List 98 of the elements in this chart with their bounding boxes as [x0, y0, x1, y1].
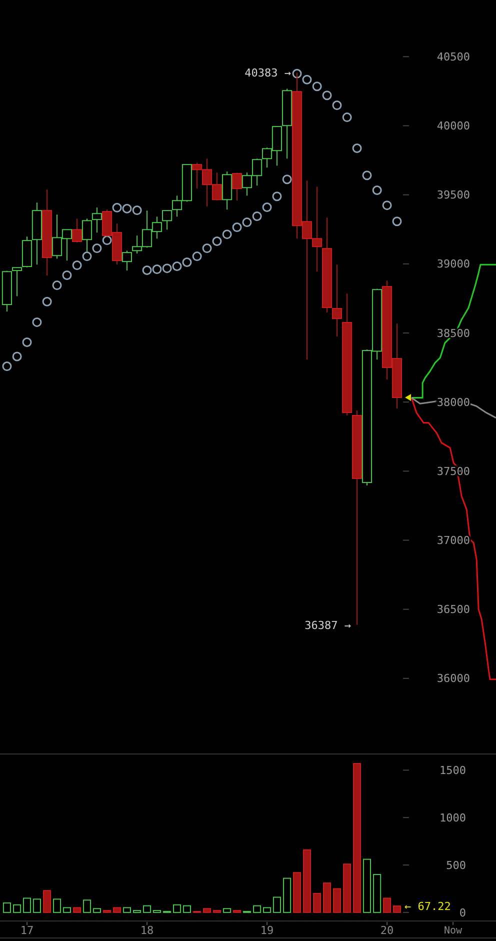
point [262, 202, 272, 212]
candlestick [332, 264, 342, 338]
x-tick-label: 20 [380, 924, 394, 937]
bar [52, 898, 62, 913]
bar [292, 872, 302, 913]
x-tick-label: 19 [260, 924, 274, 937]
point [352, 144, 362, 153]
point [22, 337, 32, 347]
bar [313, 892, 322, 913]
point [242, 218, 252, 228]
point [72, 260, 82, 270]
bar [112, 907, 122, 913]
point [292, 68, 302, 78]
bar [2, 902, 11, 913]
point [322, 90, 332, 100]
y-tick-label: 36000 [436, 672, 470, 686]
y-tick-label: 36500 [436, 603, 470, 616]
bar [32, 898, 41, 913]
bar [323, 882, 332, 913]
point [392, 216, 402, 226]
bar [283, 878, 292, 913]
candlestick [92, 207, 102, 234]
y-tick-label: 40500 [436, 50, 470, 64]
y-tick-label: 1500 [440, 764, 466, 778]
candlestick [122, 250, 132, 272]
point [82, 252, 92, 262]
point [212, 236, 222, 246]
point [382, 200, 392, 210]
y-tick-label: 37000 [436, 534, 470, 548]
point [12, 352, 22, 362]
bar [62, 907, 71, 913]
annotation: 36387 → [304, 618, 352, 632]
bar [362, 858, 372, 913]
bar [272, 896, 282, 913]
point [342, 112, 352, 122]
point [192, 252, 202, 262]
point [302, 74, 312, 84]
point [282, 174, 292, 184]
bar [302, 849, 312, 913]
x-tick-label: 17 [20, 924, 34, 937]
bar [43, 890, 52, 913]
point [152, 264, 162, 274]
bar [373, 874, 382, 913]
point [172, 261, 182, 271]
point [92, 244, 102, 254]
point [162, 264, 172, 274]
point [142, 266, 152, 275]
point [332, 100, 342, 110]
bar [202, 908, 212, 913]
candlestick [232, 172, 242, 202]
y-tick-label: 39500 [436, 188, 470, 202]
bar [172, 904, 182, 913]
point [232, 222, 242, 232]
bar [122, 907, 131, 913]
point [122, 204, 132, 214]
point [32, 317, 42, 327]
bar [182, 905, 192, 913]
bar [383, 898, 392, 913]
point [202, 244, 212, 254]
x-tick-label: Now [444, 926, 464, 936]
point [272, 192, 282, 202]
bar [353, 763, 362, 913]
bar [73, 907, 82, 913]
point [362, 170, 372, 180]
y-tick-label: 0 [459, 906, 466, 920]
point [222, 230, 232, 240]
bar [92, 908, 101, 913]
y-tick-label: 500 [446, 858, 466, 872]
bar [392, 906, 402, 913]
x-tick-label: 18 [140, 924, 154, 937]
data-label: ← 67.22 [404, 900, 451, 913]
point [62, 270, 72, 280]
bar [22, 898, 32, 913]
candlestick [162, 210, 172, 230]
point [2, 362, 12, 372]
bar [332, 888, 342, 913]
bar [142, 905, 152, 913]
y-tick-label: 1000 [440, 811, 466, 824]
annotation: 40383 → [244, 66, 292, 80]
bar [343, 864, 352, 913]
bar [82, 900, 92, 913]
point [372, 186, 382, 196]
point [52, 280, 62, 290]
bar [262, 907, 272, 913]
point [312, 82, 322, 92]
point [112, 202, 122, 212]
y-tick-label: 39000 [436, 258, 470, 271]
bar [13, 904, 22, 913]
point [182, 257, 192, 267]
point [132, 206, 142, 216]
bar [223, 908, 232, 913]
point [102, 236, 112, 246]
candlestick [72, 218, 82, 243]
point [42, 296, 52, 306]
point [252, 211, 262, 221]
candlestick [12, 266, 22, 297]
bar [253, 905, 262, 913]
y-tick-label: 40000 [436, 120, 470, 133]
